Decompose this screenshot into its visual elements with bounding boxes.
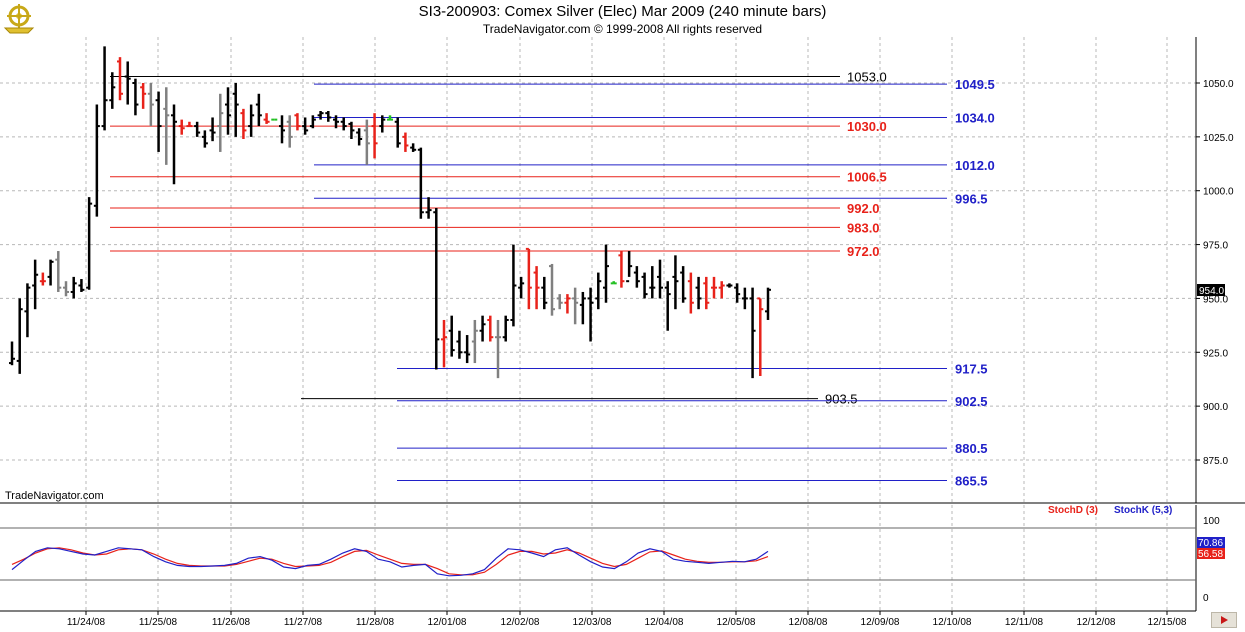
chart-subtitle: TradeNavigator.com © 1999-2008 All right… (482, 22, 763, 36)
x-tick-label: 12/08/08 (789, 617, 828, 628)
projection-level-label: 996.5 (955, 191, 988, 206)
x-tick-label: 12/03/08 (573, 617, 612, 628)
resistance-level-label: 972.0 (847, 244, 880, 259)
resistance-level-label: 1053.0 (847, 70, 887, 85)
x-tick-label: 11/26/08 (212, 617, 251, 628)
arrow-right-icon (1221, 616, 1228, 624)
y-tick-label: 1000.0 (1203, 187, 1234, 198)
x-tick-label: 12/15/08 (1148, 617, 1187, 628)
x-tick-label: 12/01/08 (428, 617, 467, 628)
resistance-level-label: 992.0 (847, 201, 880, 216)
x-tick-label: 12/04/08 (645, 617, 684, 628)
stoch-d-last-box (1197, 548, 1225, 559)
price-y-axis: 1050.0 1025.0 1000.0 975.0 950.0 925.0 900.0 87… (1196, 79, 1234, 467)
stochastic-panel (11, 547, 769, 577)
stoch-k-last-label: 70.86 (1198, 538, 1223, 549)
stoch-k-legend: StochK (5,3) (1114, 505, 1173, 516)
x-tick-label: 11/27/08 (284, 617, 323, 628)
date-x-axis: 11/24/08 11/25/08 11/26/08 11/27/08 11/28/08… (67, 611, 1187, 628)
x-tick-label: 11/28/08 (356, 617, 395, 628)
last-price-box (1197, 284, 1225, 296)
resistance-level-label: 903.5 (825, 392, 858, 407)
y-tick-label: 975.0 (1203, 241, 1228, 252)
x-tick-label: 12/11/08 (1005, 617, 1044, 628)
resistance-level-label: 983.0 (847, 220, 880, 235)
projection-level-label: 1034.0 (955, 110, 995, 125)
y-tick-label: 900.0 (1203, 402, 1228, 413)
projection-level-label: 880.5 (955, 441, 988, 456)
tradenavigator-logo (2, 2, 36, 39)
y-tick-label: 1050.0 (1203, 79, 1234, 90)
stoch-k-last-box (1197, 537, 1225, 548)
projection-level-label: 1012.0 (955, 158, 995, 173)
stoch-d-last-label: 56.58 (1198, 549, 1223, 560)
ohlc-bars (9, 46, 771, 379)
stoch-tick-100: 100 (1203, 516, 1220, 527)
resistance-level-label: 1006.5 (847, 170, 887, 185)
x-tick-label: 12/05/08 (717, 617, 756, 628)
support-resistance-levels: 1053.0 1030.0 1006.5 992.0 983.0 972.0 903.5 10… (110, 70, 995, 488)
watermark: TradeNavigator.com (5, 490, 104, 502)
x-tick-label: 11/25/08 (139, 617, 178, 628)
horizontal-gridlines (0, 82, 1196, 461)
vertical-gridlines (85, 37, 1168, 611)
x-tick-label: 11/24/08 (67, 617, 106, 628)
stoch-d-legend: StochD (3) (1048, 505, 1098, 516)
x-tick-label: 12/09/08 (861, 617, 900, 628)
x-tick-label: 12/10/08 (933, 617, 972, 628)
y-tick-label: 925.0 (1203, 348, 1228, 359)
stoch-k-line (11, 547, 769, 577)
resistance-level-label: 1030.0 (847, 119, 887, 134)
y-tick-label: 950.0 (1203, 294, 1228, 305)
x-tick-label: 12/02/08 (501, 617, 540, 628)
projection-level-label: 902.5 (955, 394, 988, 409)
y-tick-label: 1025.0 (1203, 133, 1234, 144)
stoch-tick-0: 0 (1203, 593, 1209, 604)
y-tick-label: 875.0 (1203, 456, 1228, 467)
last-price-label: 954.0 (1199, 286, 1224, 297)
projection-level-label: 865.5 (955, 473, 988, 488)
chart-title: SI3-200903: Comex Silver (Elec) Mar 2009… (418, 3, 827, 20)
ship-wheel-icon (3, 4, 35, 34)
projection-level-label: 1049.5 (955, 77, 995, 92)
scroll-right-button[interactable] (1211, 612, 1237, 628)
x-tick-label: 12/12/08 (1077, 617, 1116, 628)
projection-level-label: 917.5 (955, 361, 988, 376)
